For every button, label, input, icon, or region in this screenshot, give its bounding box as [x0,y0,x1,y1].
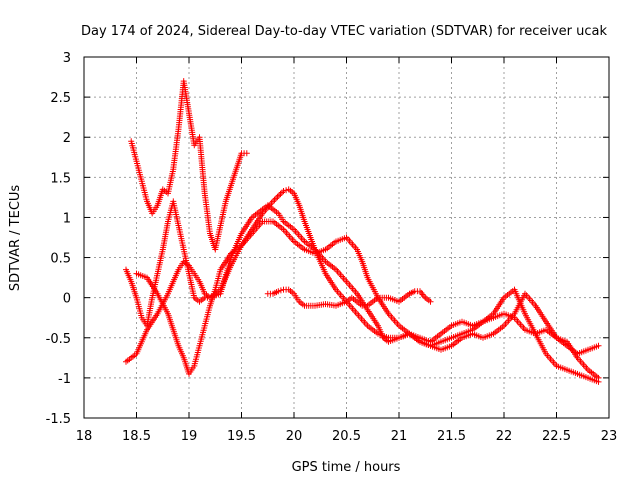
x-tick-label: 19 [181,429,198,444]
series-track-5 [264,286,434,309]
plus-marker [133,218,602,377]
plus-marker [128,78,250,253]
y-tick-label: 0 [63,292,71,307]
y-axis-label: SDTVAR / TECUs [8,185,23,292]
x-tick-label: 22.5 [542,429,571,444]
y-tick-label: -1 [58,372,71,387]
series-track-4 [133,218,602,377]
x-tick-label: 20.5 [332,429,361,444]
series-track-3 [123,186,602,381]
plus-marker [123,186,602,381]
x-tick-label: 18.5 [122,429,151,444]
plus-marker [264,286,434,309]
y-tick-labels: -1.5 -1 -0.5 0 0.5 1 1.5 2 2.5 3 [46,51,71,427]
y-tick-label: 3 [63,51,71,66]
y-tick-label: 0.5 [50,252,71,267]
y-tick-label: 2 [63,131,71,146]
x-tick-label: 19.5 [227,429,256,444]
x-tick-label: 21 [391,429,408,444]
x-tick-label: 21.5 [437,429,466,444]
y-tick-label: -1.5 [46,412,71,427]
x-tick-label: 23 [601,429,618,444]
y-tick-label: 1.5 [50,171,71,186]
axis-ticks [83,56,610,419]
x-tick-labels: 18 18.5 19 19.5 20 20.5 21 21.5 22 22.5 23 [76,429,618,444]
data-marks [123,78,602,385]
y-tick-label: 2.5 [50,91,71,106]
x-tick-label: 18 [76,429,93,444]
y-tick-label: 1 [63,211,71,226]
chart-title: Day 174 of 2024, Sidereal Day-to-day VTE… [81,24,607,39]
series-track-1 [128,78,250,253]
y-tick-label: -0.5 [46,332,71,347]
x-tick-label: 20 [286,429,303,444]
x-axis-label: GPS time / hours [292,460,401,475]
x-tick-label: 22 [496,429,513,444]
